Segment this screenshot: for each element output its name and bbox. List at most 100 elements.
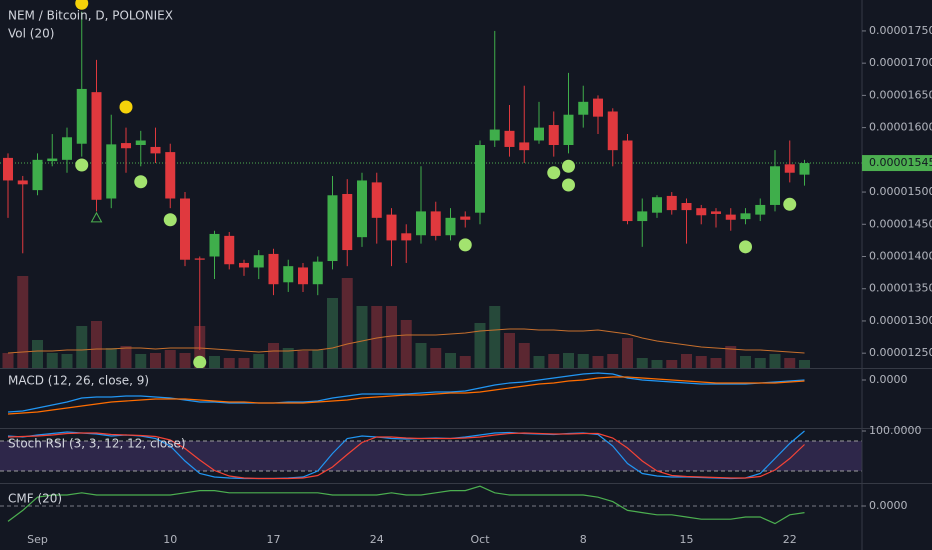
candle-body bbox=[430, 211, 441, 236]
candle-body bbox=[460, 216, 471, 220]
candle-body bbox=[283, 266, 294, 283]
volume-bar bbox=[695, 356, 707, 368]
candle-body bbox=[135, 140, 146, 146]
volume-bar bbox=[622, 338, 633, 368]
candle-body bbox=[3, 157, 13, 181]
signal-marker bbox=[458, 238, 472, 252]
plot bbox=[0, 0, 862, 525]
signal-marker bbox=[562, 159, 575, 173]
volume-bar bbox=[489, 306, 501, 368]
signal-marker bbox=[562, 178, 575, 192]
x-tick-label: 8 bbox=[580, 533, 587, 546]
candle-body bbox=[239, 262, 249, 268]
volume-bar bbox=[799, 360, 810, 368]
candle-body bbox=[312, 261, 323, 285]
volume-bar bbox=[415, 343, 427, 368]
cmf-title: CMF (20) bbox=[8, 492, 62, 506]
candle-body bbox=[327, 195, 338, 262]
signal-marker bbox=[90, 211, 103, 223]
volume-bar bbox=[238, 358, 250, 368]
candle-body bbox=[121, 143, 131, 149]
volume-bar bbox=[769, 354, 781, 368]
candle-body bbox=[740, 213, 751, 220]
volume-bar bbox=[223, 358, 235, 368]
y-tick-label: 0.00001250 bbox=[869, 346, 932, 359]
volume-bar bbox=[681, 354, 692, 368]
volume-bar bbox=[135, 354, 147, 368]
y-tick-label: 0.00001350 bbox=[869, 282, 932, 295]
candle-body bbox=[578, 101, 589, 115]
volume-bar bbox=[120, 346, 132, 368]
candle-body bbox=[563, 114, 574, 146]
signal-marker bbox=[783, 197, 797, 211]
candle-body bbox=[416, 211, 426, 236]
candle-body bbox=[799, 163, 810, 175]
volume-bar bbox=[518, 343, 530, 368]
indicator-line bbox=[7, 432, 805, 480]
y-tick-label: 0.00001600 bbox=[869, 121, 932, 134]
volume-bar bbox=[636, 358, 648, 368]
candle-body bbox=[32, 159, 43, 191]
candle-body bbox=[711, 211, 721, 214]
candle-body bbox=[62, 137, 72, 160]
volume-bar bbox=[105, 348, 117, 368]
volume-bar bbox=[651, 360, 663, 368]
signal-marker bbox=[547, 166, 561, 180]
candle-body bbox=[357, 180, 367, 238]
candle-body bbox=[371, 182, 382, 218]
last-price-box bbox=[862, 155, 932, 172]
volume-bar bbox=[371, 306, 383, 368]
candle-body bbox=[253, 255, 264, 268]
candle-body bbox=[548, 125, 559, 146]
candle-body bbox=[489, 129, 500, 141]
indicator-line bbox=[7, 485, 805, 525]
volume-bar bbox=[430, 348, 442, 368]
candle-body bbox=[268, 253, 279, 285]
signal-marker bbox=[163, 213, 177, 227]
y-tick-label: 0.00001500 bbox=[869, 185, 932, 198]
macd-title: MACD (12, 26, close, 9) bbox=[8, 374, 149, 388]
candle-body bbox=[209, 233, 220, 257]
volume-ma bbox=[7, 328, 805, 354]
candle-body bbox=[519, 142, 530, 151]
candle-body bbox=[593, 98, 603, 117]
candle-body bbox=[106, 144, 117, 199]
candle-body bbox=[180, 198, 190, 260]
candle-body bbox=[401, 233, 412, 241]
candle-body bbox=[784, 164, 795, 173]
x-tick-label: 10 bbox=[163, 533, 177, 546]
x-tick-label: 17 bbox=[267, 533, 281, 546]
x-tick-label: 22 bbox=[783, 533, 797, 546]
volume-bar bbox=[268, 343, 279, 368]
stoch-title: Stoch RSI (3, 3, 12, 12, close) bbox=[8, 437, 186, 451]
candle-body bbox=[150, 146, 161, 154]
volume-bar bbox=[563, 353, 574, 368]
candle-body bbox=[475, 145, 485, 213]
volume-bar bbox=[386, 306, 397, 368]
volume-bar bbox=[341, 278, 353, 368]
y-tick-label: 0.00001450 bbox=[869, 217, 932, 230]
volume-bar bbox=[533, 356, 545, 368]
candle-body bbox=[666, 195, 677, 211]
signal-marker bbox=[193, 355, 207, 369]
volume-bar bbox=[297, 351, 309, 368]
volume-bar bbox=[46, 353, 58, 368]
volume-title: Vol (20) bbox=[8, 27, 54, 41]
x-tick-label: 15 bbox=[680, 533, 694, 546]
candle-body bbox=[622, 140, 633, 222]
x-tick-label: 24 bbox=[370, 533, 384, 546]
volume-bar bbox=[754, 358, 766, 368]
candle-body bbox=[91, 92, 102, 200]
volume-bar bbox=[312, 350, 324, 368]
y-tick-label: 100.0000 bbox=[869, 424, 922, 437]
signal-marker bbox=[739, 240, 752, 254]
signal-marker bbox=[134, 175, 148, 189]
candle-body bbox=[607, 111, 618, 151]
y-tick-label: 0.00001750 bbox=[869, 24, 932, 37]
candle-body bbox=[298, 267, 308, 285]
candle-body bbox=[386, 214, 397, 241]
candle-body bbox=[770, 166, 780, 205]
candle-body bbox=[696, 208, 707, 216]
signal-marker bbox=[119, 100, 133, 114]
